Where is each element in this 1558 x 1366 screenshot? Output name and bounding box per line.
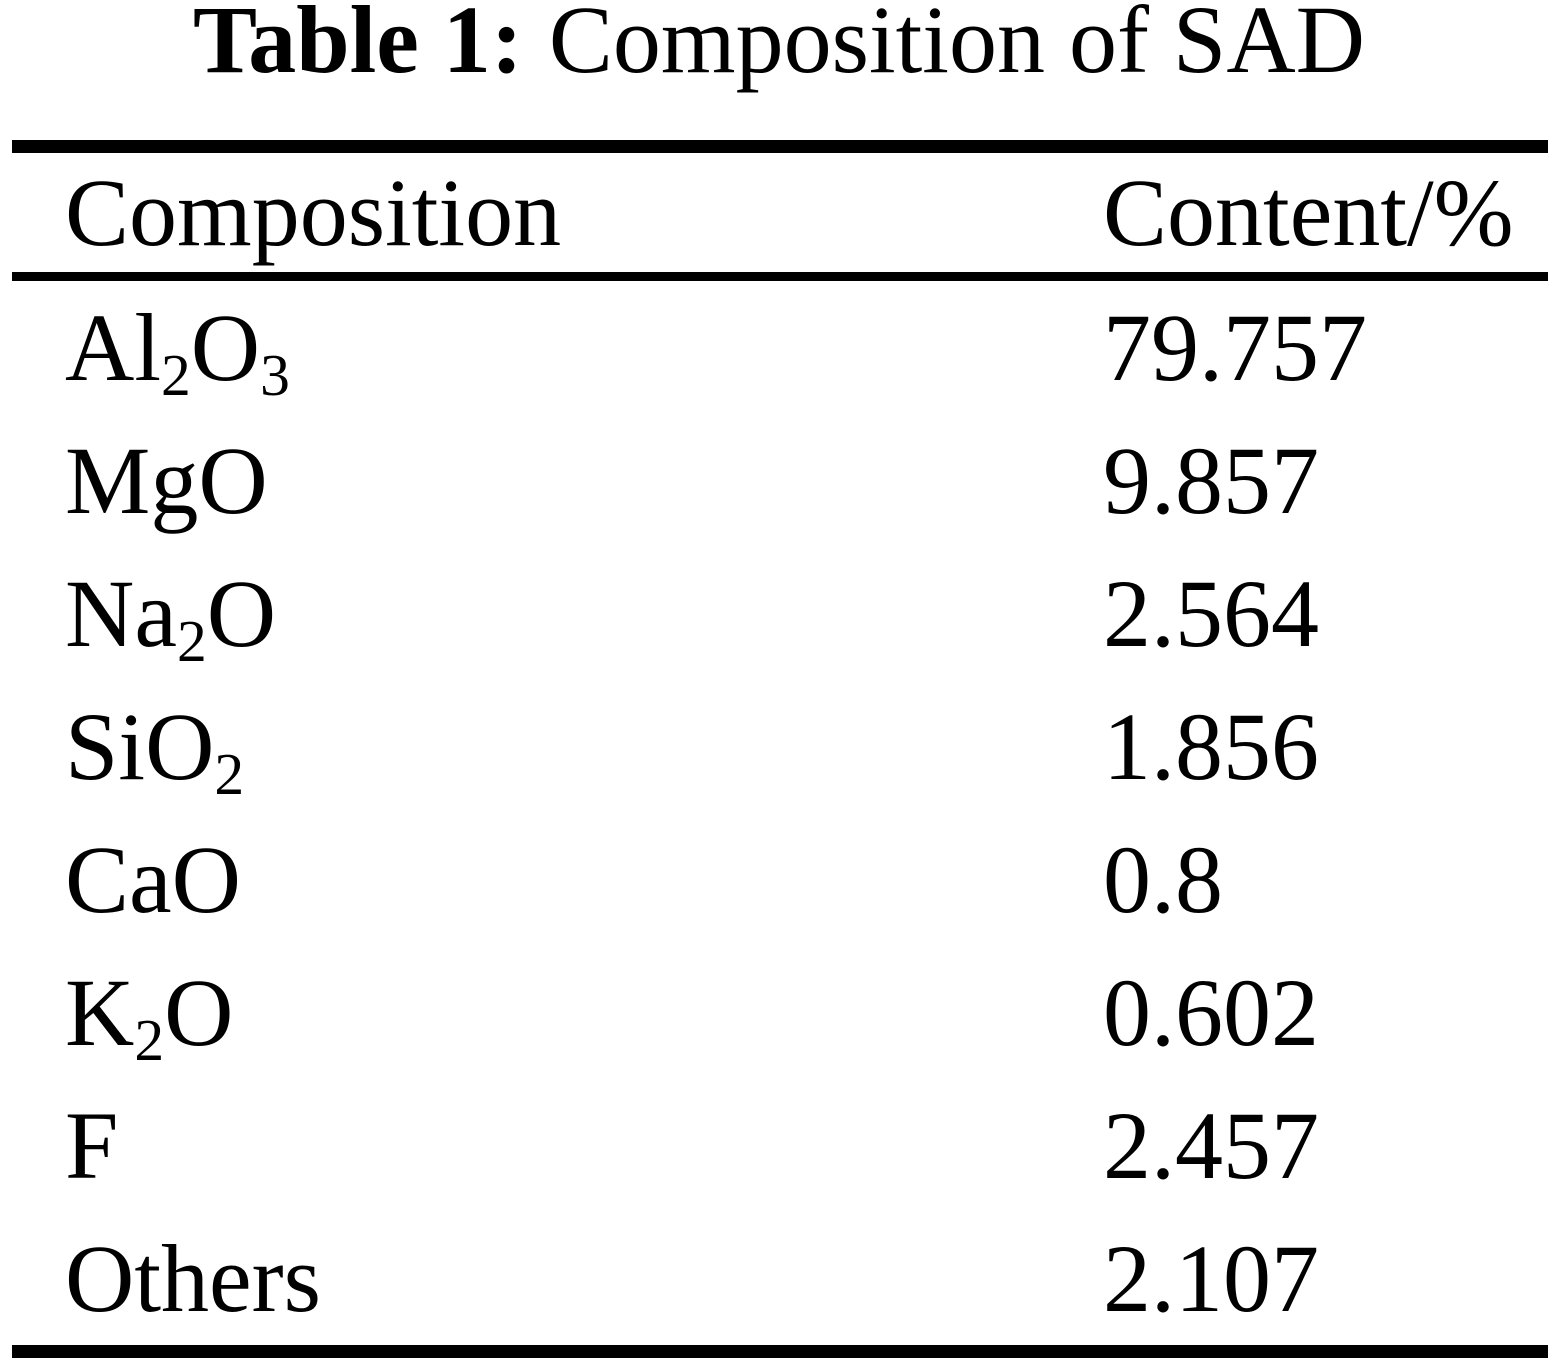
- composition-cell: Others: [65, 1225, 321, 1332]
- table-row: Na2O 2.564: [0, 547, 1558, 680]
- content-cell: 79.757: [1103, 294, 1367, 401]
- table-row: F 2.457: [0, 1079, 1558, 1212]
- composition-cell: CaO: [65, 826, 241, 933]
- composition-cell: F: [65, 1092, 119, 1199]
- content-cell: 2.107: [1103, 1225, 1319, 1332]
- table-top-rule: [12, 140, 1548, 153]
- table-caption-title: Composition of SAD: [548, 0, 1365, 93]
- table-body: Al2O3 79.757 MgO 9.857 Na2O 2.564 SiO2 1…: [0, 281, 1558, 1345]
- content-cell: 0.602: [1103, 959, 1319, 1066]
- table-row: CaO 0.8: [0, 813, 1558, 946]
- column-header-content: Content/%: [1103, 159, 1514, 266]
- table-bottom-rule: [12, 1345, 1548, 1358]
- composition-cell: Al2O3: [65, 294, 290, 408]
- table-header-row: Composition Content/%: [0, 153, 1558, 272]
- table-row: Al2O3 79.757: [0, 281, 1558, 414]
- table-mid-rule: [12, 272, 1548, 281]
- column-header-composition: Composition: [65, 159, 562, 266]
- composition-cell: SiO2: [65, 693, 245, 807]
- table-caption: Table 1: Composition of SAD: [0, 0, 1558, 140]
- table-caption-label: Table 1:: [193, 0, 523, 93]
- composition-cell: K2O: [65, 959, 234, 1073]
- table-row: K2O 0.602: [0, 946, 1558, 1079]
- content-cell: 9.857: [1103, 427, 1319, 534]
- table-row: MgO 9.857: [0, 414, 1558, 547]
- table-row: SiO2 1.856: [0, 680, 1558, 813]
- content-cell: 0.8: [1103, 826, 1223, 933]
- composition-cell: MgO: [65, 427, 268, 534]
- content-cell: 2.457: [1103, 1092, 1319, 1199]
- content-cell: 2.564: [1103, 560, 1319, 667]
- composition-cell: Na2O: [65, 560, 277, 674]
- table-row: Others 2.107: [0, 1212, 1558, 1345]
- content-cell: 1.856: [1103, 693, 1319, 800]
